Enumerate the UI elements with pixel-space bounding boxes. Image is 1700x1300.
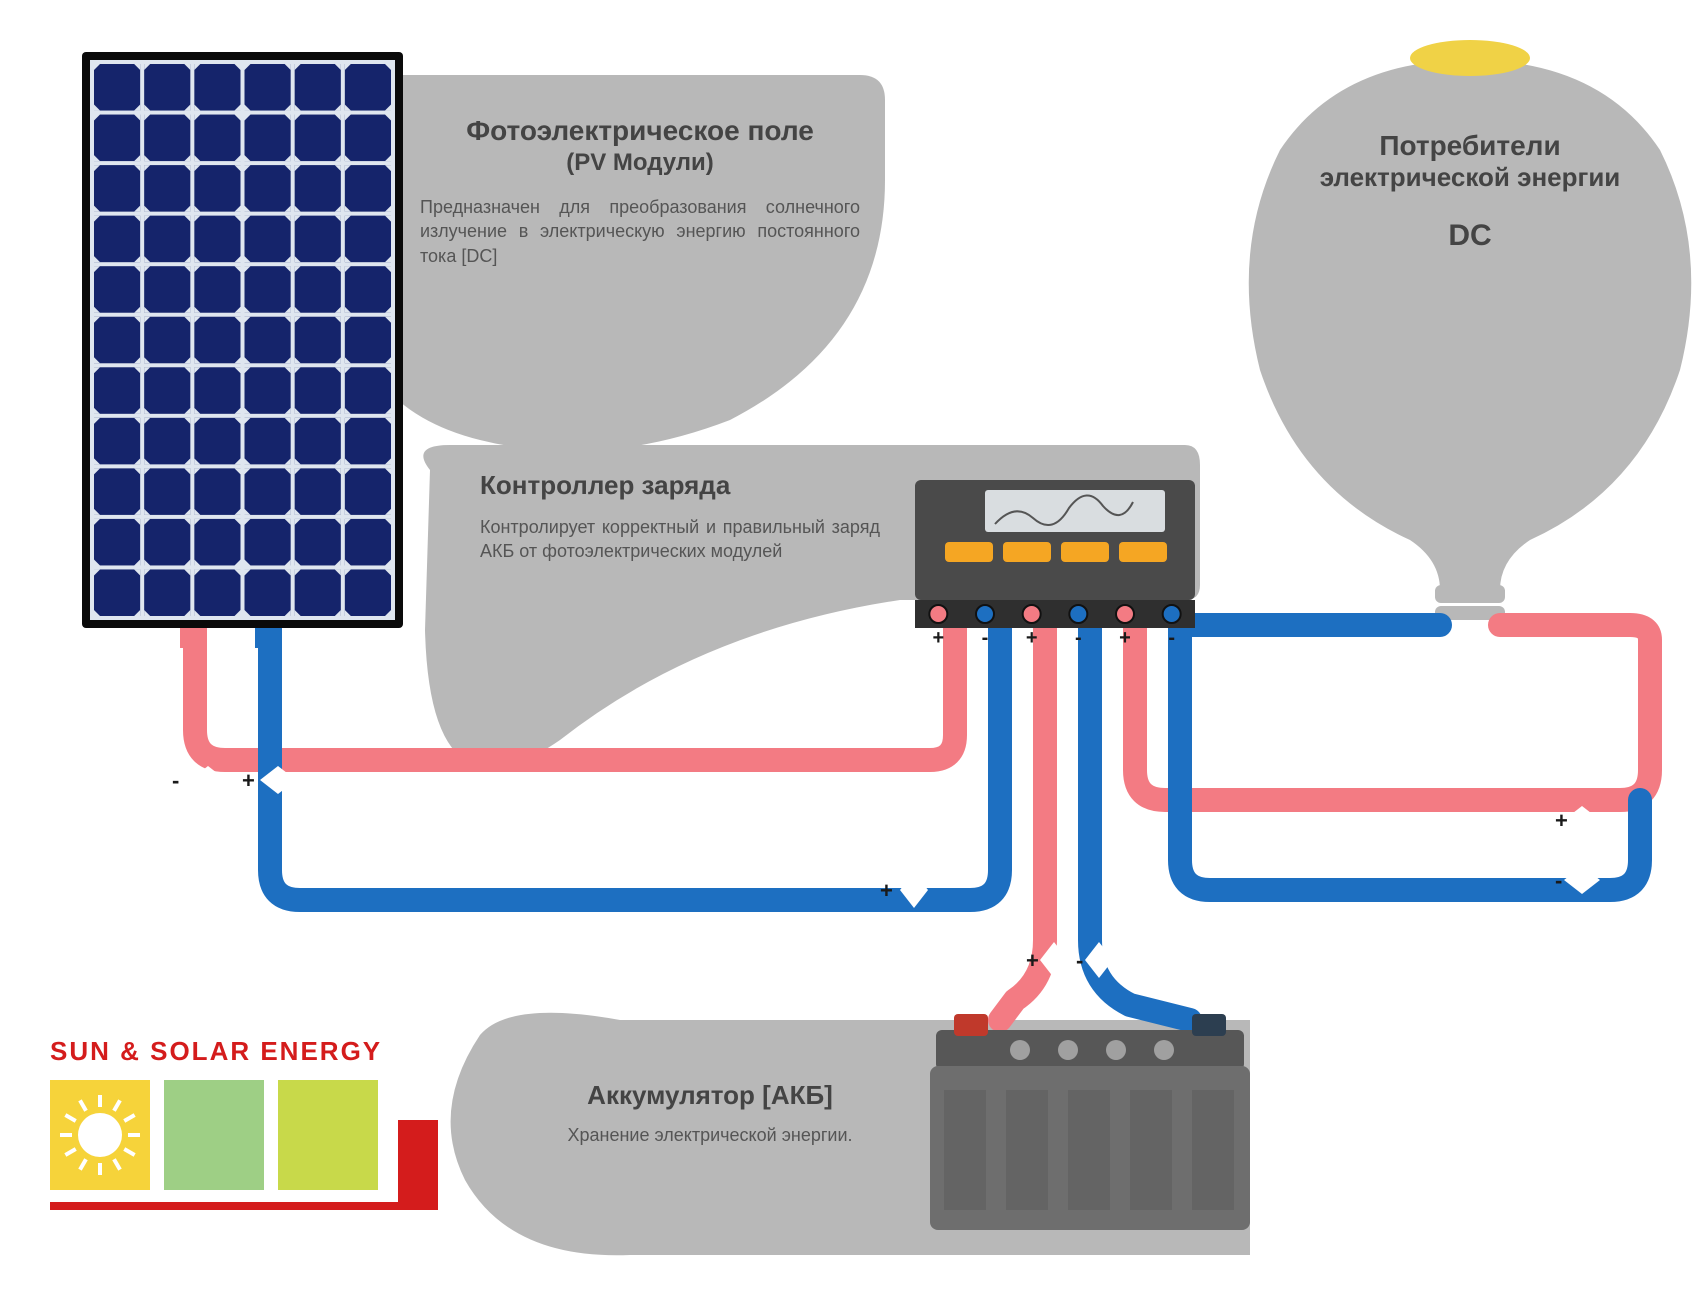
- load-sub-text: электрической энергии: [1290, 162, 1650, 193]
- battery-callout: Аккумулятор [АКБ] Хранение электрической…: [500, 1080, 920, 1146]
- battery-title-text: Аккумулятор [АКБ]: [500, 1080, 920, 1111]
- diagram-stage: - + + + - + - +-+-+- SUN & SOLAR ENERGY …: [0, 0, 1700, 1300]
- svg-text:SUN & SOLAR ENERGY: SUN & SOLAR ENERGY: [50, 1036, 382, 1066]
- load-title-text: Потребители: [1290, 130, 1650, 162]
- pv-sub-text: (PV Модули): [420, 149, 860, 177]
- controller-callout: Контроллер заряда Контролирует корректны…: [480, 470, 880, 564]
- controller-body-text: Контролирует корректный и правильный зар…: [480, 515, 880, 564]
- pv-body-text: Предназначен для преобразования солнечно…: [420, 195, 860, 268]
- battery-body-text: Хранение электрической энергии.: [500, 1125, 920, 1146]
- pv-title-text: Фотоэлектрическое поле: [420, 115, 860, 147]
- load-dc-text: DC: [1290, 219, 1650, 253]
- load-callout: Потребители электрической энергии DC: [1290, 130, 1650, 253]
- pv-title: Фотоэлектрическое поле (PV Модули) Предн…: [420, 115, 860, 268]
- controller-title-text: Контроллер заряда: [480, 470, 880, 501]
